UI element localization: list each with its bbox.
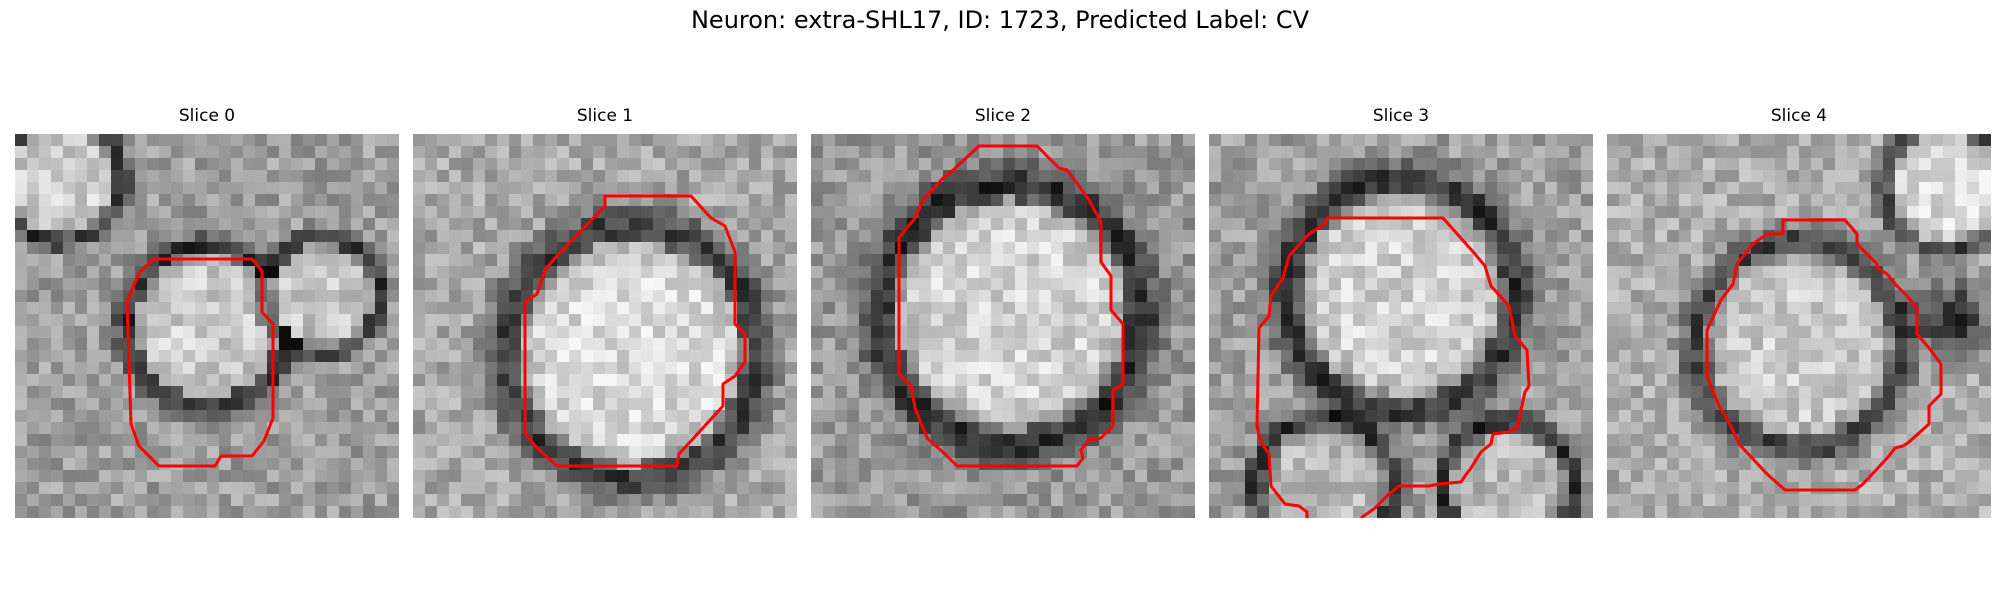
slice-title-1: Slice 1	[576, 106, 634, 126]
slice-image-2	[811, 134, 1195, 518]
slice-pixels-4	[1607, 134, 1991, 518]
cell-contour-0	[125, 257, 275, 468]
slice-pixels-0	[15, 134, 399, 518]
slice-title-3: Slice 3	[1372, 106, 1430, 126]
slice-image-1	[413, 134, 797, 518]
slice-title-0: Slice 0	[178, 106, 236, 126]
slice-panel-2: Slice 2	[811, 106, 1195, 518]
cell-contour-2	[897, 144, 1125, 468]
slice-pixels-3	[1209, 134, 1593, 518]
slice-title-2: Slice 2	[974, 106, 1032, 126]
slice-panel-1: Slice 1	[413, 106, 797, 518]
cell-contour-4	[1705, 218, 1943, 492]
slice-image-4	[1607, 134, 1991, 518]
slice-panel-4: Slice 4	[1607, 106, 1991, 518]
cell-contour-1	[523, 194, 747, 468]
figure-title: Neuron: extra-SHL17, ID: 1723, Predicted…	[690, 6, 1310, 34]
slice-pixels-2	[811, 134, 1195, 518]
slice-panel-0: Slice 0	[15, 106, 399, 518]
slice-title-4: Slice 4	[1770, 106, 1828, 126]
slice-pixels-1	[413, 134, 797, 518]
cell-contour-3	[1255, 216, 1531, 518]
slice-image-3	[1209, 134, 1593, 518]
slice-panel-3: Slice 3	[1209, 106, 1593, 518]
slice-image-0	[15, 134, 399, 518]
